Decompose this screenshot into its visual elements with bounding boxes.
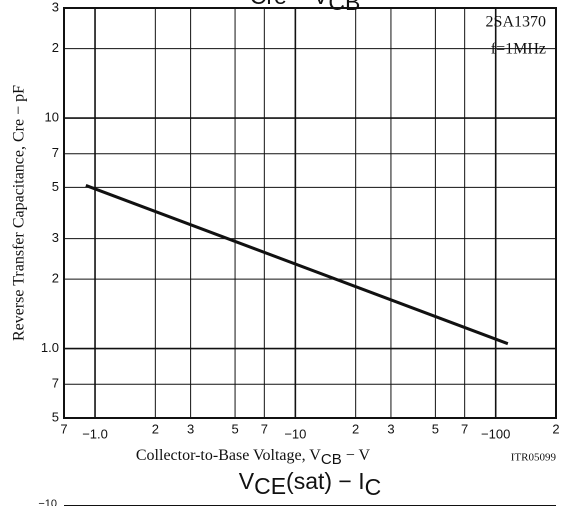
y-axis-label: Reverse Transfer Capacitance, Cre − pF <box>11 85 28 341</box>
x-tick-label: −100 <box>481 426 510 441</box>
figure-code: ITR05099 <box>511 452 557 464</box>
next-chart-title: VCE(sat) − IC <box>239 468 382 500</box>
x-tick-label: 7 <box>60 421 67 436</box>
x-tick-label: 7 <box>261 421 268 436</box>
x-tick-label: 2 <box>552 421 559 436</box>
data-line <box>85 184 509 346</box>
y-tick-label: 5 <box>52 409 59 424</box>
x-tick-label: 3 <box>187 421 194 436</box>
x-tick-label: 3 <box>387 421 394 436</box>
x-tick-label: 2 <box>352 421 359 436</box>
y-tick-label: 3 <box>52 230 59 245</box>
annotation: f=1MHz <box>491 41 546 58</box>
annotation-box <box>470 12 550 64</box>
x-tick-label: 7 <box>461 421 468 436</box>
y-tick-label: 7 <box>52 145 59 160</box>
annotation: 2SA1370 <box>486 14 546 31</box>
x-tick-label: −1.0 <box>82 426 108 441</box>
y-tick-label: 2 <box>52 271 59 286</box>
x-tick-label: 5 <box>432 421 439 436</box>
y-tick-label: 7 <box>52 376 59 391</box>
plot-frame <box>63 7 557 419</box>
next-chart-tick: −10 <box>38 498 57 506</box>
y-tick-label: 2 <box>52 40 59 55</box>
x-tick-label: 2 <box>152 421 159 436</box>
x-tick-label: 5 <box>231 421 238 436</box>
y-tick-label: 10 <box>45 109 59 124</box>
y-tick-label: 5 <box>52 179 59 194</box>
x-axis-label: Collector-to-Base Voltage, VCB − V <box>136 447 371 468</box>
y-tick-label: 1.0 <box>41 340 59 355</box>
y-tick-label: 3 <box>52 0 59 14</box>
x-tick-label: −10 <box>284 426 306 441</box>
